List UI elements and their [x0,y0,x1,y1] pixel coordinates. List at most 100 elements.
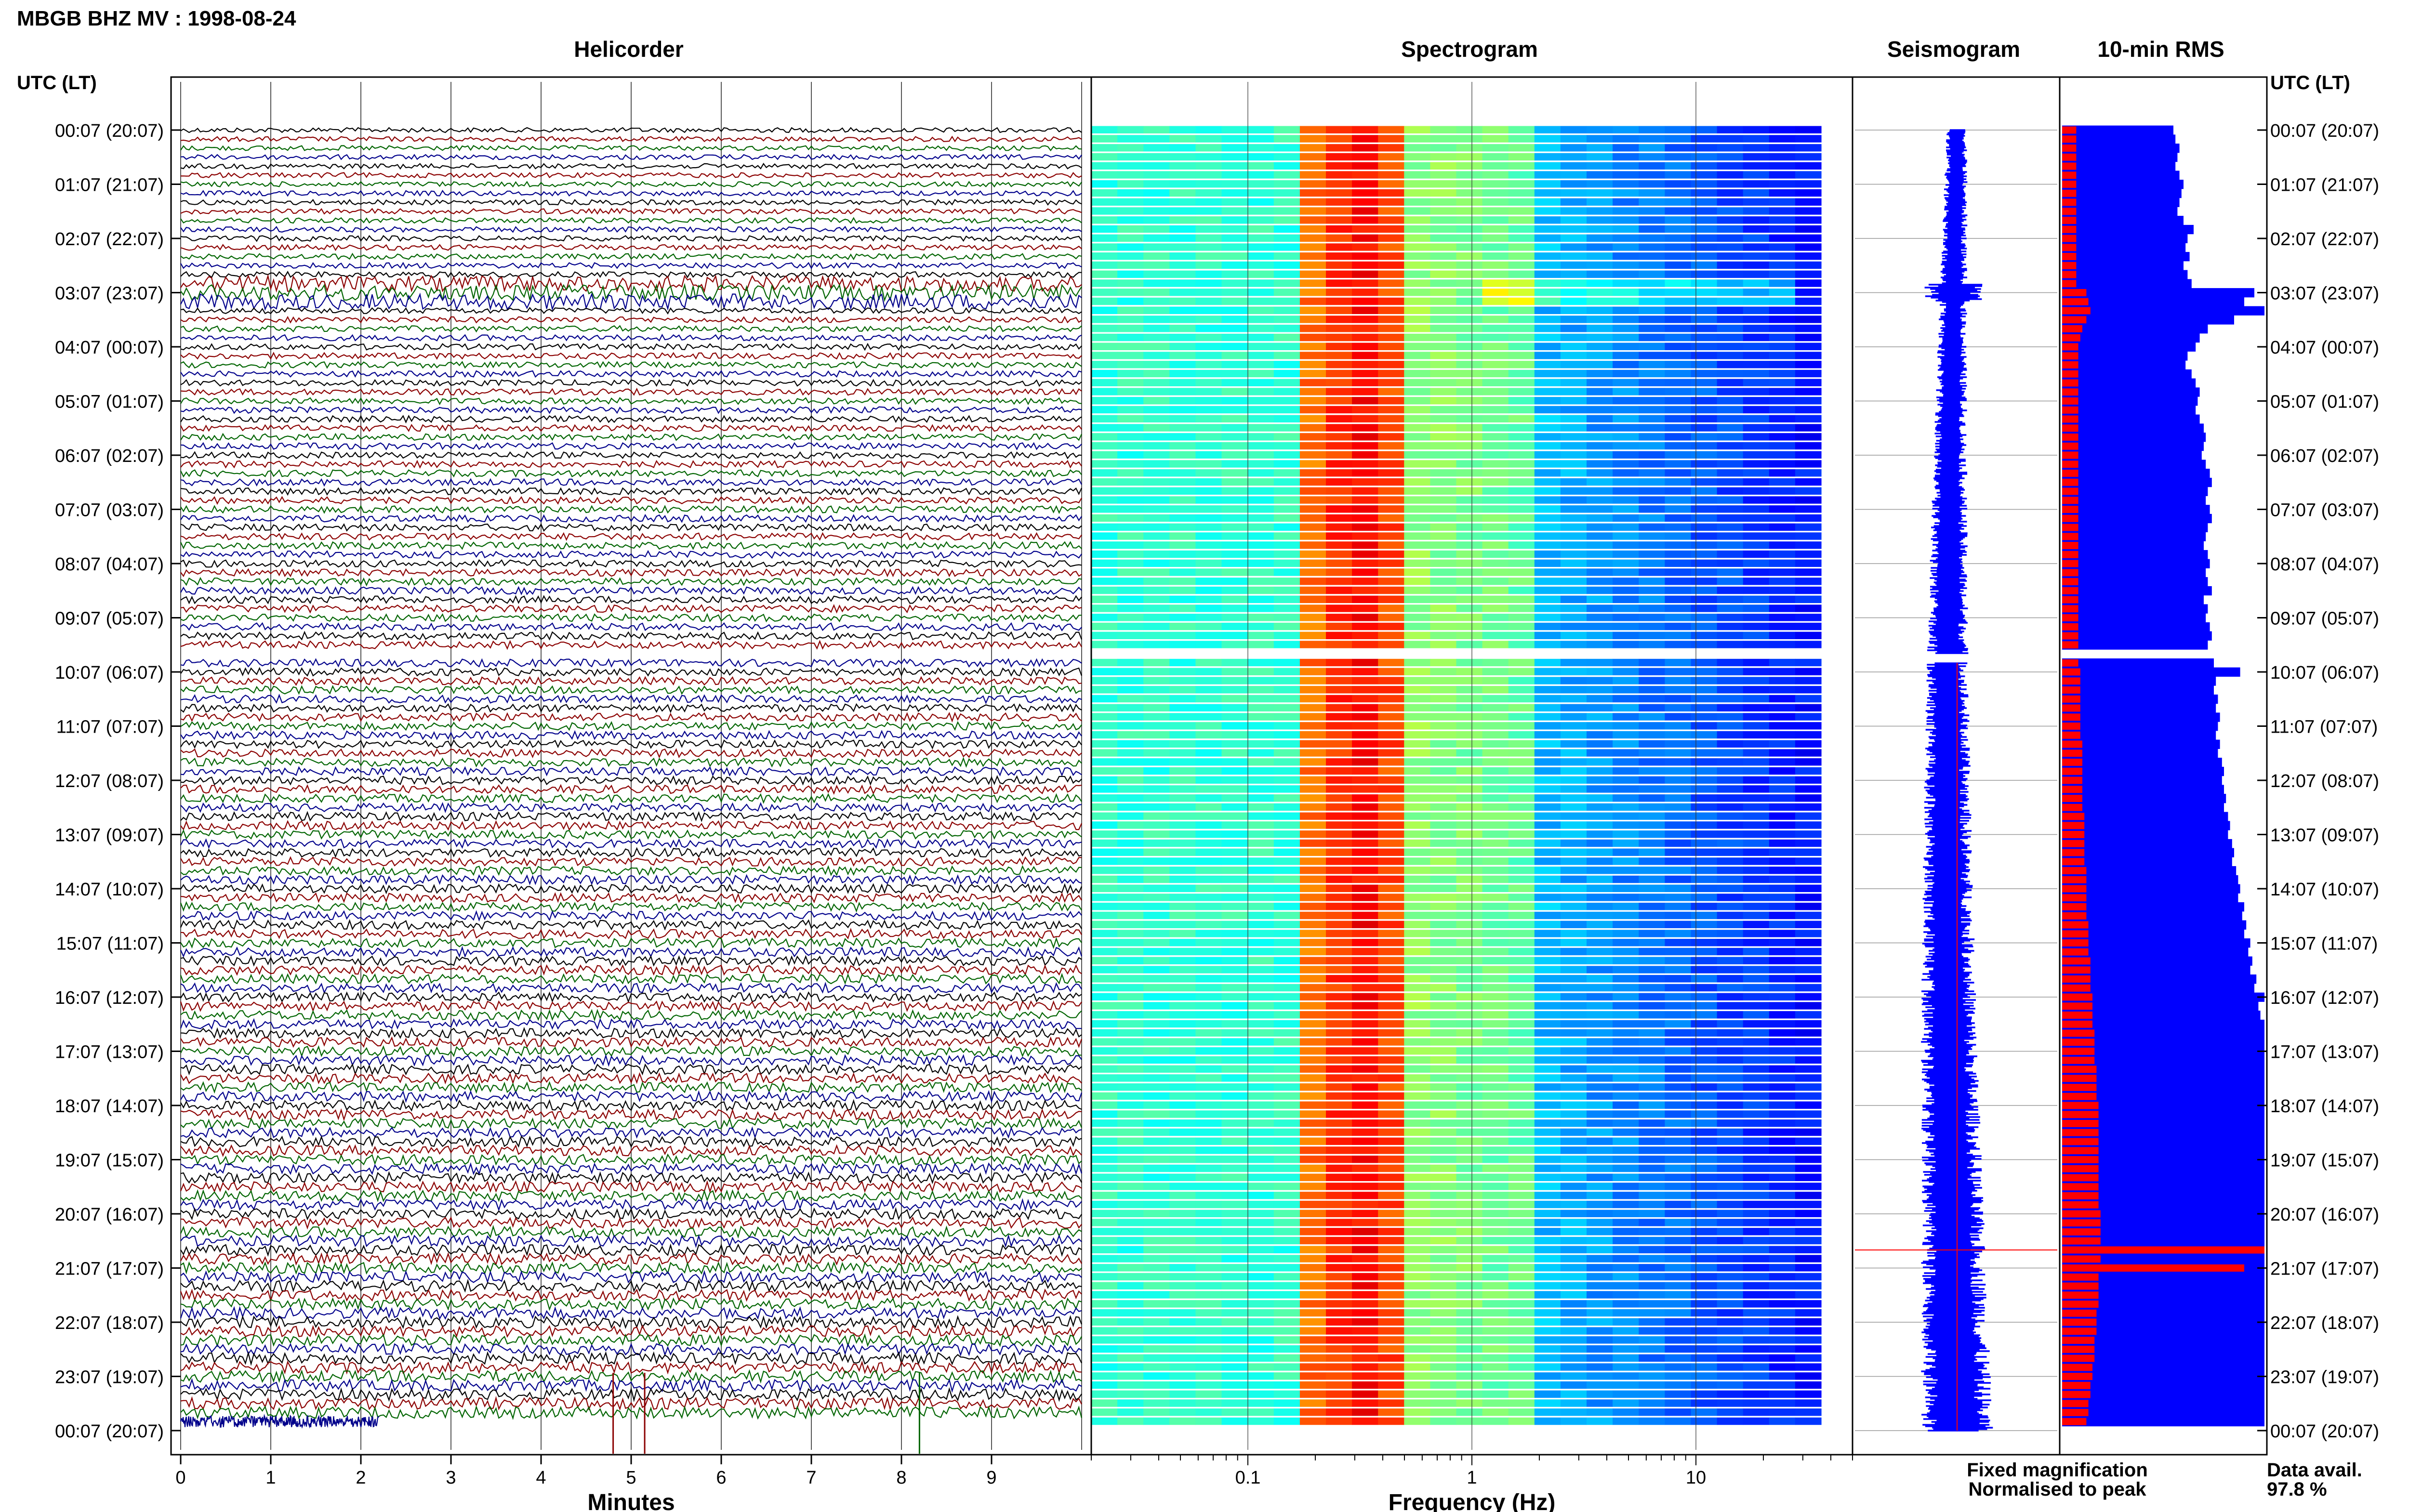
spectrogram-cell [1143,1236,1170,1245]
spectrogram-cell [1717,1246,1744,1253]
spectrogram-cell [1143,631,1170,639]
spectrogram-cell [1404,586,1430,594]
spectrogram-cell [1613,1309,1639,1317]
spectrogram-cell [1665,1029,1692,1037]
helicorder-trace [180,1315,1083,1329]
spectrogram-cell [1639,857,1665,865]
spectrogram-cell [1195,225,1222,233]
spectrogram-cell [1404,252,1430,260]
spectrogram-cell [1378,144,1404,152]
spectrogram-cell [1795,1083,1822,1091]
helicorder-trace [180,775,1082,786]
spectrogram-cell [1691,686,1718,694]
spectrogram-cell [1743,803,1770,811]
utc-tick-label: 10:07 (06:07) [2270,663,2379,683]
spectrogram-cell [1665,279,1692,287]
spectrogram-cell [1482,1119,1509,1127]
rms-normalised-bar [2062,1354,2095,1362]
spectrogram-cell [1717,1110,1744,1118]
spectrogram-cell [1430,406,1457,414]
spectrogram-cell [1117,984,1144,992]
spectrogram-cell [1221,568,1248,576]
rms-fixed-bar [2062,821,2230,830]
spectrogram-cell [1508,496,1535,504]
spectrogram-cell [1456,180,1483,188]
spectrogram-cell [1482,947,1509,956]
helicorder-trace [180,1171,1082,1185]
spectrogram-cell [1534,325,1561,332]
spectrogram-cell [1117,532,1144,540]
spectrogram-cell [1091,848,1118,856]
spectrogram-cell [1169,1047,1196,1055]
spectrogram-cell [1534,216,1561,224]
spectrogram-cell [1482,252,1509,260]
spectrogram-cell [1430,911,1457,920]
spectrogram-cell [1247,884,1274,892]
spectrogram-cell [1482,541,1509,549]
spectrogram-cell [1091,252,1118,260]
spectrogram-cell [1691,622,1718,631]
spectrogram-cell [1247,424,1274,432]
spectrogram-cell [1352,126,1378,133]
spectrogram-cell [1691,884,1718,892]
spectrogram-cell [1117,162,1144,170]
spectrogram-cell [1743,1137,1770,1145]
spectrogram-cell [1326,1020,1352,1028]
spectrogram-cell [1221,433,1248,441]
spectrogram-cell [1665,532,1692,540]
spectrogram-cell [1378,261,1404,269]
utc-tick-label: 07:07 (03:07) [55,500,164,521]
spectrogram-cell [1795,261,1822,269]
spectrogram-cell [1273,686,1300,694]
spectrogram-cell [1221,767,1248,775]
spectrogram-cell [1691,668,1718,675]
spectrogram-cell [1534,911,1561,920]
spectrogram-cell [1613,1047,1639,1055]
spectrogram-cell [1221,559,1248,567]
spectrogram-cell [1717,162,1744,170]
helicorder-trace [180,154,1082,160]
spectrogram-cell [1221,957,1248,964]
spectrogram-cell [1143,939,1170,947]
spectrogram-cell [1482,785,1509,793]
spectrogram-cell [1352,1363,1378,1371]
spectrogram-cell [1587,568,1613,576]
spectrogram-cell [1613,857,1639,865]
spectrogram-cell [1717,794,1744,802]
spectrogram-cell [1717,289,1744,296]
spectrogram-cell [1587,1236,1613,1245]
spectrogram-cell [1743,279,1770,287]
utc-tick-label: 15:07 (11:07) [56,934,164,954]
spectrogram-cell [1169,1137,1196,1145]
spectrogram-cell [1795,884,1822,892]
spectrogram-cell [1587,1309,1613,1317]
spectrogram-cell [1195,487,1222,495]
spectrogram-cell [1352,1318,1378,1326]
spectrogram-cell [1117,578,1144,585]
helicorder-trace [180,1387,1082,1403]
spectrogram-cell [1326,794,1352,802]
spectrogram-cell [1769,966,1796,973]
spectrogram-cell [1221,1273,1248,1281]
spectrogram-cell [1091,225,1118,233]
spectrogram-cell [1352,1336,1378,1344]
spectrogram-cell [1221,289,1248,296]
spectrogram-cell [1430,243,1457,251]
spectrogram-cell [1430,1029,1457,1037]
spectrogram-cell [1691,767,1718,775]
spectrogram-cell [1091,1372,1118,1380]
spectrogram-cell [1508,641,1535,648]
spectrogram-cell [1326,369,1352,378]
spectrogram-cell [1299,550,1326,558]
spectrogram-cell [1378,243,1404,251]
spectrogram-cell [1743,975,1770,983]
spectrogram-cell [1795,658,1822,667]
spectrogram-cell [1169,135,1196,143]
spectrogram-cell [1665,830,1692,838]
spectrogram-cell [1482,1372,1509,1380]
spectrogram-cell [1404,1092,1430,1100]
rms-normalised-bar [2062,1029,2095,1037]
spectrogram-cell [1091,875,1118,883]
spectrogram-cell [1091,1029,1118,1037]
spectrogram-cell [1404,930,1430,937]
